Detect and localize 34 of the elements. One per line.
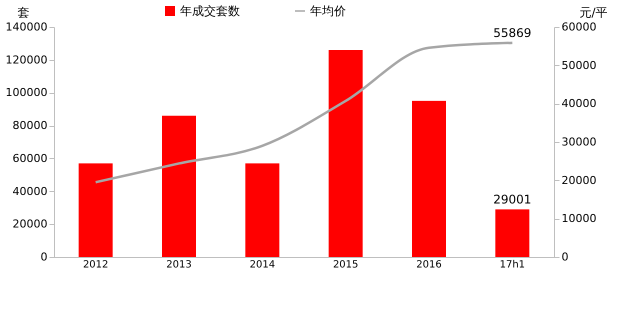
bar [412, 100, 446, 257]
y2-tick-label: 40000 [562, 97, 596, 110]
y-axis-title: 套 [18, 6, 30, 20]
bar [328, 50, 363, 257]
y2-tick-label: 0 [562, 250, 568, 264]
y2-tick-label: 30000 [562, 136, 596, 148]
bar [245, 163, 280, 257]
bar [162, 116, 196, 257]
y-tick-label: 100000 [6, 86, 48, 100]
y2-tick-label: 10000 [562, 212, 596, 226]
x-tick-label: 17h1 [500, 260, 526, 270]
legend-label: 年均价 [310, 4, 346, 18]
legend-label: 年成交套数 [180, 4, 240, 18]
y-tick-label: 120000 [6, 53, 48, 66]
x-tick-label: 2013 [166, 260, 192, 270]
y-tick-label: 80000 [12, 119, 48, 132]
x-tick-label: 2016 [416, 260, 442, 270]
y-tick-label: 140000 [6, 20, 48, 34]
y-tick-label: 40000 [12, 184, 48, 198]
y2-tick-label: 60000 [562, 20, 596, 34]
y-tick-label: 20000 [12, 218, 48, 231]
x-tick-label: 2015 [332, 260, 358, 270]
y-tick-label: 60000 [12, 152, 48, 165]
y-tick-label: 0 [40, 250, 48, 264]
y2-tick-label: 20000 [562, 174, 596, 187]
data-label: 29001 [493, 192, 532, 206]
data-label: 55869 [493, 26, 532, 40]
x-tick-label: 2012 [82, 260, 108, 270]
bar [495, 209, 530, 257]
x-tick-label: 2014 [250, 260, 276, 270]
bar [78, 163, 113, 257]
line-series [94, 42, 514, 184]
y2-axis-title: 元/平 [580, 6, 608, 20]
y2-tick-label: 50000 [562, 58, 596, 72]
